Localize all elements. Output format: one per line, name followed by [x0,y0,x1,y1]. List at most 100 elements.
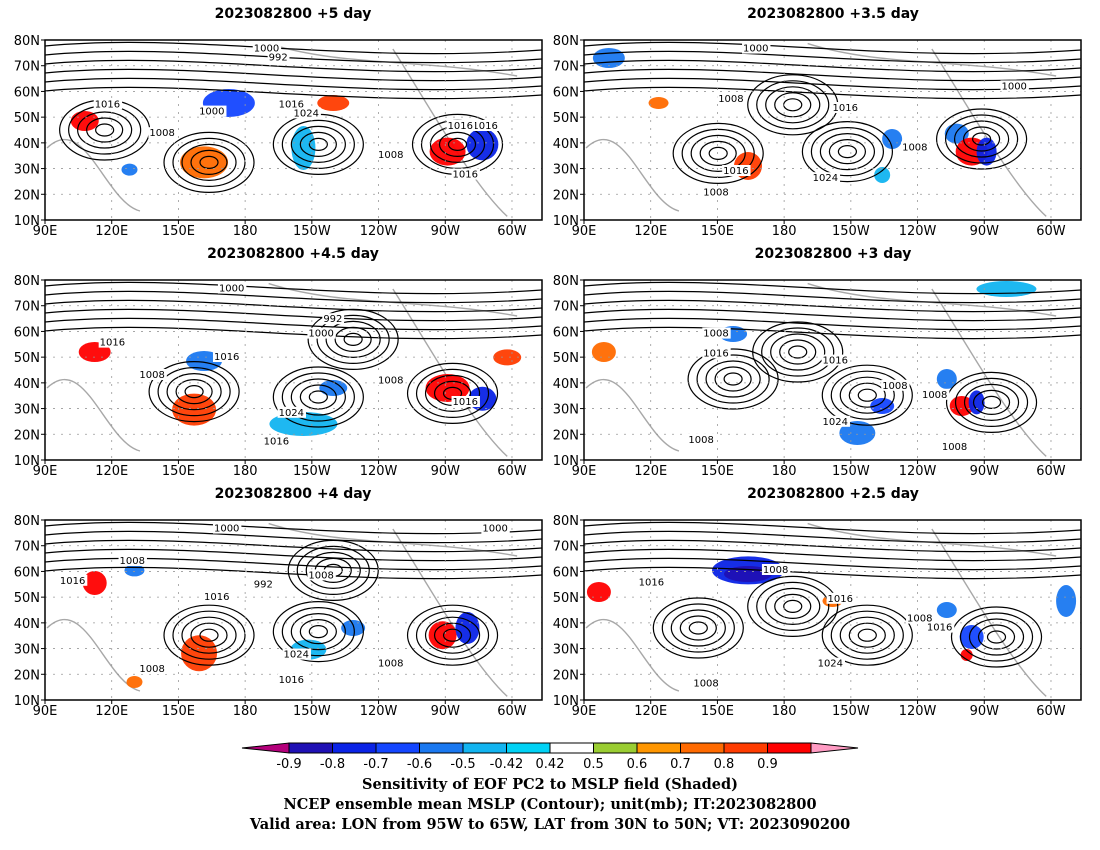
mslp-contour [945,371,1038,433]
mslp-contour [848,622,886,648]
contour-label: 1024 [818,659,843,670]
contour-label-bg [761,564,791,575]
contour-label: 1008 [718,94,743,105]
mslp-contour [163,131,255,193]
contour-label-bg [292,107,321,119]
mslp-contour [45,308,542,322]
contour-label-bg [702,186,731,198]
colorbar-box [767,742,812,754]
contour-label-bg [446,120,475,131]
mslp-contour [770,333,826,371]
contour-label: 1000 [308,329,333,340]
mslp-contour [45,530,542,544]
contour-label: 992 [269,53,288,64]
contour-label: 1016 [448,121,473,132]
sensitivity-shading [319,380,348,396]
mslp-contour [830,610,904,660]
mslp-contour [708,146,728,160]
mslp-contour [45,326,542,340]
contour-label: 1008 [882,381,907,392]
mslp-contour [679,615,717,641]
mslp-contour [950,606,1043,668]
lon-tick-label: 180 [772,464,797,479]
mslp-contour [45,566,542,580]
panel-title-5: 2023082800 +4 day [214,486,372,502]
mslp-contour [584,530,1081,544]
colorbar-low-triangle [241,742,290,754]
contour-label-bg [481,522,510,534]
colorbar-box [288,742,333,754]
contour-label-bg [451,168,480,180]
mslp-contour [281,606,355,657]
contour-label-bg [282,648,311,660]
mslp-contour [199,628,219,642]
contour-label-bg [940,441,970,452]
mslp-contour [944,114,1019,164]
contour-label: 1008 [139,664,164,675]
mslp-contour [424,374,481,412]
mslp-contour [584,299,1081,313]
lat-tick-label: 70N [14,300,40,315]
map-background [584,280,1081,460]
mslp-contour [584,290,1081,304]
contour-label: 1016 [279,99,304,110]
mslp-contour [308,390,328,404]
contour-label: 1024 [823,417,848,428]
mslp-contour [415,368,490,418]
colorbar-tick-label: 0.8 [714,757,735,772]
mslp-contour [45,548,542,562]
mslp-contour [45,77,542,91]
lon-tick-label: 120W [360,464,398,479]
contour-label: 1008 [688,435,713,446]
mslp-contour [584,41,1081,55]
contour-label: 1008 [703,329,728,340]
caption-line-2: NCEP ensemble mean MSLP (Contour); unit(… [283,796,817,813]
mslp-contour [45,86,542,100]
contour-label-bg [925,621,955,633]
sensitivity-shading [291,126,316,170]
lon-tick-label: 90E [33,464,58,479]
mslp-contour [45,281,542,295]
contour-label-bg [93,98,123,110]
lon-tick-label: 180 [233,224,258,239]
contour-label: 1000 [219,284,244,295]
mslp-contour [935,108,1028,170]
contour-label: 1008 [907,614,932,625]
lat-tick-label: 50N [14,351,40,366]
contour-label-bg [906,612,935,624]
lat-tick-label: 20N [553,188,579,203]
lat-tick-label: 10N [553,454,579,469]
lon-tick-label: 90E [33,704,58,719]
contour-label-bg [322,313,345,325]
colorbar-box [332,742,377,754]
contour-label-bg [471,120,500,131]
mslp-contour [290,125,346,163]
lon-tick-label: 120E [634,464,667,479]
mslp-contour [723,372,743,386]
contour-label-bg [277,673,306,685]
map-background [45,520,542,700]
lat-tick-label: 80N [553,274,579,289]
mslp-contour [86,117,124,143]
lat-tick-label: 20N [14,668,40,683]
contour-label: 1008 [378,375,403,386]
colorbar-tick-label: -0.6 [407,757,432,772]
contour-label-bg [821,354,850,366]
mslp-contour [801,121,894,183]
contour-label: 1008 [942,442,967,453]
contour-label: 1000 [482,524,507,535]
contour-label: 1016 [204,592,229,603]
contour-label-bg [920,388,950,400]
colorbar-tick-label: 0.5 [583,757,604,772]
mslp-contour [756,80,830,130]
contour-label: 1008 [378,150,403,161]
contour-label-bg [692,677,721,689]
lat-tick-label: 40N [553,377,579,392]
lon-tick-label: 90E [33,224,58,239]
contour-label: 1024 [294,108,319,119]
lat-tick-label: 30N [14,403,40,418]
colorbar-box [419,742,464,754]
mslp-contour [968,618,1025,656]
mslp-contour [810,127,885,177]
